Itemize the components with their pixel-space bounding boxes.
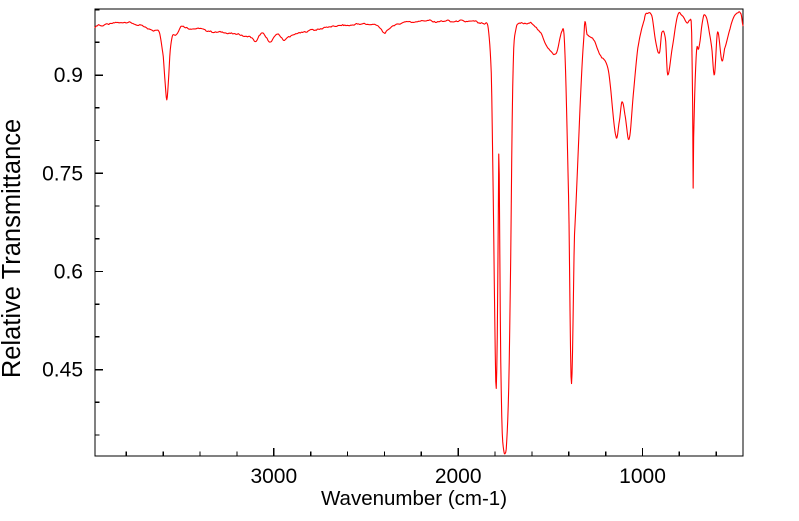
svg-text:1000: 1000 — [619, 465, 666, 488]
svg-text:2000: 2000 — [435, 465, 482, 488]
svg-text:0.9: 0.9 — [54, 64, 83, 87]
svg-text:Wavenumber (cm-1): Wavenumber (cm-1) — [321, 487, 507, 510]
svg-text:0.75: 0.75 — [42, 162, 83, 185]
svg-text:3000: 3000 — [250, 465, 297, 488]
svg-text:0.6: 0.6 — [54, 260, 83, 283]
svg-text:Relative Transmittance: Relative Transmittance — [0, 119, 26, 378]
svg-text:0.45: 0.45 — [42, 359, 83, 382]
